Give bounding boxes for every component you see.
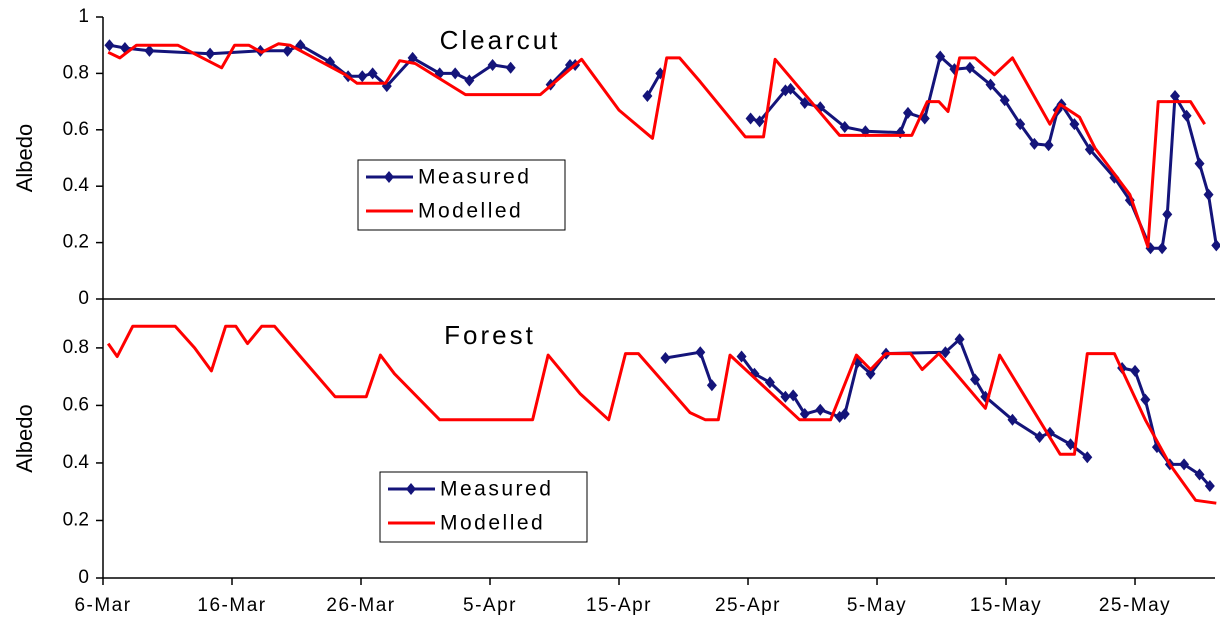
data-point bbox=[902, 106, 913, 119]
data-point bbox=[407, 51, 418, 64]
data-point bbox=[839, 408, 850, 421]
data-point bbox=[1194, 468, 1205, 481]
data-point bbox=[660, 351, 671, 364]
data-point bbox=[1203, 188, 1214, 201]
y-axis-label: Albedo bbox=[12, 124, 37, 193]
data-point bbox=[1084, 143, 1095, 156]
data-point bbox=[205, 47, 216, 60]
y-tick-label: 0.4 bbox=[63, 452, 90, 473]
data-point bbox=[505, 61, 516, 74]
y-tick-label: 0.2 bbox=[63, 509, 89, 530]
data-point bbox=[964, 61, 975, 74]
x-tick-label: 5-May bbox=[847, 595, 907, 616]
data-point bbox=[144, 44, 155, 57]
data-point bbox=[788, 389, 799, 402]
y-tick-label: 1 bbox=[78, 6, 89, 27]
data-point bbox=[736, 350, 747, 363]
x-tick-label: 15-Apr bbox=[586, 595, 652, 616]
x-tick-label: 15-May bbox=[970, 595, 1042, 616]
data-point bbox=[695, 346, 706, 359]
data-point bbox=[1109, 171, 1120, 184]
data-point bbox=[1179, 458, 1190, 471]
legend-label: Modelled bbox=[440, 512, 545, 535]
data-point bbox=[1043, 139, 1054, 152]
data-point bbox=[935, 50, 946, 63]
data-point bbox=[865, 367, 876, 380]
data-point bbox=[325, 56, 336, 69]
data-point bbox=[1204, 479, 1215, 492]
data-point bbox=[780, 390, 791, 403]
data-point bbox=[104, 39, 115, 52]
panel-title: Clearcut bbox=[440, 25, 561, 55]
y-tick-label: 0 bbox=[78, 567, 89, 588]
data-point bbox=[706, 379, 717, 392]
y-axis-label: Albedo bbox=[12, 404, 37, 473]
y-tick-label: 0.6 bbox=[63, 394, 89, 415]
data-point bbox=[1130, 364, 1141, 377]
data-point bbox=[745, 112, 756, 125]
legend-label: Modelled bbox=[418, 200, 523, 223]
data-point bbox=[1140, 393, 1151, 406]
data-point bbox=[1181, 109, 1192, 122]
legend-marker bbox=[384, 171, 394, 183]
x-tick-label: 5-Apr bbox=[463, 595, 517, 616]
data-point bbox=[487, 58, 498, 71]
legend-box bbox=[379, 471, 588, 543]
data-point bbox=[642, 89, 653, 102]
data-point bbox=[815, 403, 826, 416]
data-point bbox=[754, 115, 765, 128]
data-point bbox=[799, 408, 810, 421]
data-point bbox=[1029, 137, 1040, 150]
data-point bbox=[282, 44, 293, 57]
x-tick-label: 6-Mar bbox=[74, 595, 131, 616]
x-tick-label: 25-May bbox=[1099, 595, 1171, 616]
x-tick-label: 16-Mar bbox=[197, 595, 266, 616]
data-point bbox=[970, 373, 981, 386]
data-point bbox=[464, 74, 475, 87]
data-point bbox=[799, 97, 810, 110]
data-point bbox=[985, 78, 996, 91]
data-point bbox=[785, 82, 796, 95]
data-point bbox=[1194, 157, 1205, 170]
y-tick-label: 0.2 bbox=[63, 232, 89, 253]
data-point bbox=[1211, 239, 1220, 252]
data-point bbox=[940, 346, 951, 359]
legend-marker bbox=[406, 483, 416, 495]
data-point bbox=[1065, 438, 1076, 451]
x-tick-label: 26-Mar bbox=[326, 595, 395, 616]
y-tick-label: 0.8 bbox=[63, 337, 89, 358]
data-point bbox=[450, 67, 461, 80]
series-line bbox=[107, 42, 1206, 249]
data-point bbox=[1162, 208, 1173, 221]
series-line bbox=[665, 337, 1211, 488]
data-point bbox=[999, 94, 1010, 107]
data-point bbox=[367, 67, 378, 80]
y-tick-label: 0 bbox=[78, 288, 89, 309]
legend-label: Measured bbox=[418, 166, 531, 189]
data-point bbox=[1082, 451, 1093, 464]
data-point bbox=[954, 333, 965, 346]
data-point bbox=[1007, 413, 1018, 426]
data-point bbox=[357, 70, 368, 83]
legend-box bbox=[357, 159, 566, 231]
data-point bbox=[1170, 89, 1181, 102]
data-point bbox=[1157, 242, 1168, 255]
x-tick-label: 25-Apr bbox=[715, 595, 781, 616]
data-point bbox=[764, 376, 775, 389]
y-tick-label: 0.8 bbox=[63, 62, 89, 83]
y-tick-label: 0.4 bbox=[63, 175, 90, 196]
panel-title: Forest bbox=[444, 320, 536, 350]
series-line bbox=[106, 324, 1217, 505]
data-point bbox=[1034, 431, 1045, 444]
legend-label: Measured bbox=[440, 478, 553, 501]
data-point bbox=[839, 120, 850, 133]
y-tick-label: 0.6 bbox=[63, 119, 89, 140]
data-point bbox=[1069, 118, 1080, 131]
data-point bbox=[1015, 118, 1026, 131]
